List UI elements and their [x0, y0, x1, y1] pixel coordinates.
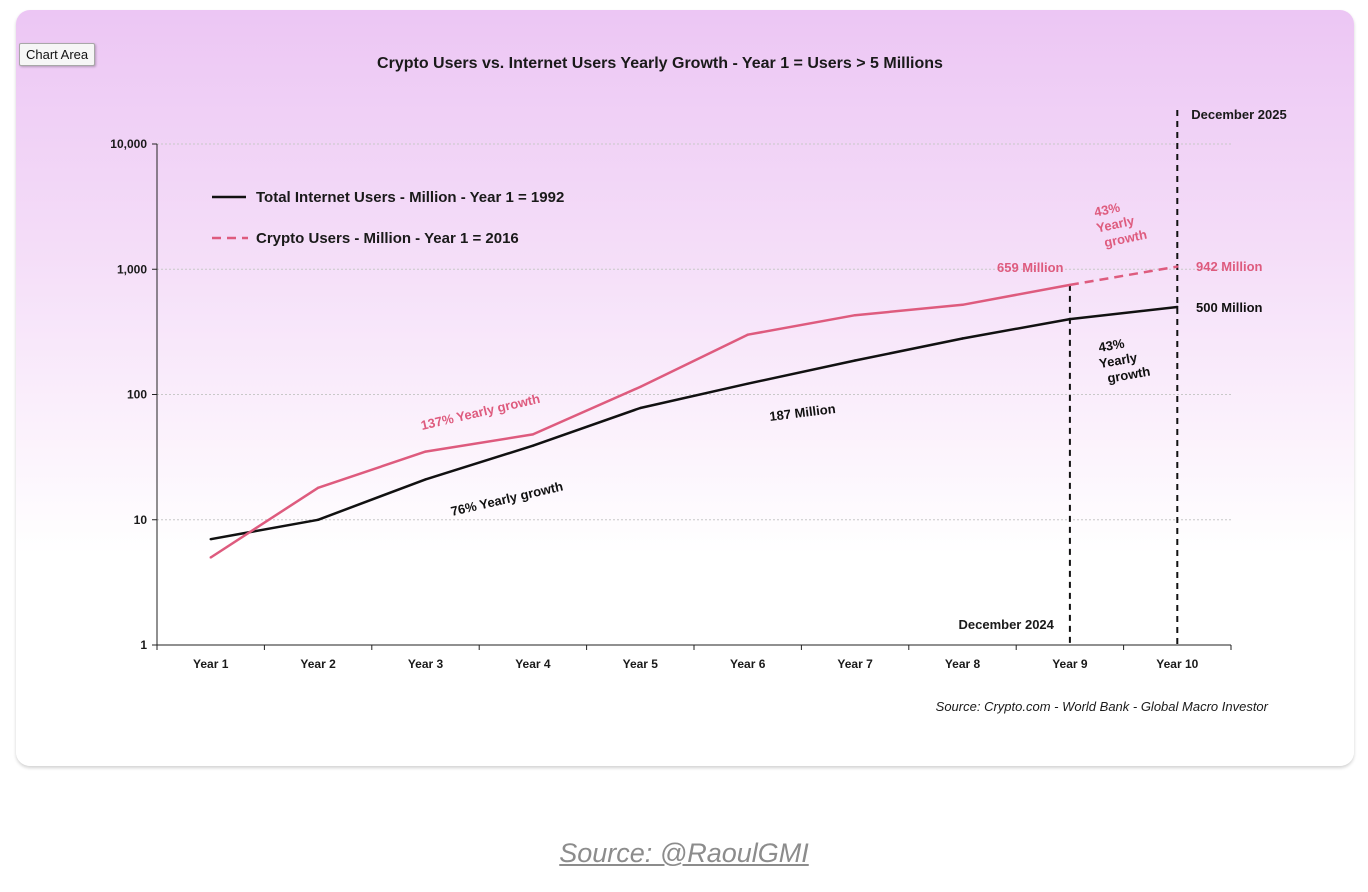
y-tick-label: 10,000: [110, 137, 147, 151]
data-point-internet: [746, 382, 749, 385]
data-point-internet: [1068, 317, 1072, 321]
y-tick-label: 1: [140, 638, 147, 652]
series-line-crypto-projection: [1069, 265, 1178, 287]
chart-source-note: Source: Crypto.com - World Bank - Global…: [936, 699, 1269, 714]
x-tick-label: Year 1: [193, 657, 229, 671]
data-point-internet: [424, 478, 427, 481]
marker-label: December 2024: [958, 617, 1054, 632]
annotation-internet-growth: 76% Yearly growth: [449, 479, 564, 519]
data-point-internet: [316, 518, 320, 521]
data-point-internet: [853, 359, 857, 362]
x-tick-label: Year 4: [515, 657, 551, 671]
data-point-crypto: [853, 313, 857, 317]
data-point-crypto: [746, 333, 749, 336]
data-point-crypto: [1068, 283, 1072, 287]
annotation-659-million: 659 Million: [997, 260, 1064, 275]
data-point-crypto: [961, 303, 964, 307]
annotation-internet-43-line1: 43%: [1097, 336, 1126, 355]
annotation-187-million: 187 Million: [769, 401, 837, 424]
x-tick-label: Year 3: [408, 657, 444, 671]
annotation-internet-43-line3: growth: [1106, 364, 1151, 386]
vertical-markers: December 2024 December 2025: [958, 107, 1287, 645]
annotation-crypto-43-line1: 43%: [1093, 199, 1122, 219]
data-point-internet: [209, 537, 212, 541]
annotation-500-million: 500 Million: [1196, 300, 1263, 315]
data-point-crypto: [1176, 265, 1179, 268]
x-tick-label: Year 6: [730, 657, 766, 671]
data-point-internet: [639, 406, 642, 410]
annotation-crypto-growth: 137% Yearly growth: [419, 391, 541, 433]
series-line-crypto: [210, 283, 1071, 559]
y-tick-label: 10: [134, 513, 148, 527]
series-lines: [209, 265, 1179, 559]
x-tick-label: Year 9: [1052, 657, 1088, 671]
series-line-internet: [210, 305, 1178, 541]
marker-label: December 2025: [1191, 107, 1286, 122]
x-tick-label: Year 8: [945, 657, 981, 671]
legend-label-internet: Total Internet Users - Million - Year 1 …: [256, 189, 564, 206]
axes: 1 10 100 1,000 10,000 Year 1 Year 2 Year 3 Year …: [110, 137, 1232, 671]
annotation-internet-43-line2: Yearly: [1098, 350, 1139, 372]
annotation-942-million: 942 Million: [1196, 259, 1263, 274]
annotation-internet-43-growth: 43% Yearly growth: [1097, 336, 1151, 386]
x-tick-label: Year 7: [837, 657, 873, 671]
x-tick-label: Year 2: [300, 657, 336, 671]
legend: Total Internet Users - Million - Year 1 …: [212, 189, 564, 247]
y-tick-label: 1,000: [117, 262, 147, 276]
y-tick-label: 100: [127, 388, 147, 402]
data-point-crypto: [316, 486, 320, 489]
data-point-crypto: [639, 385, 642, 389]
data-point-internet: [1176, 305, 1179, 309]
annotation-crypto-43-growth: 43% Yearly growth: [1093, 199, 1148, 250]
x-tick-label: Year 10: [1156, 657, 1198, 671]
annotations: 137% Yearly growth 76% Yearly growth 187…: [419, 199, 1263, 519]
x-tick-label: Year 5: [623, 657, 659, 671]
data-point-crypto: [531, 433, 535, 436]
legend-label-crypto: Crypto Users - Million - Year 1 = 2016: [256, 230, 519, 247]
chart-title: Crypto Users vs. Internet Users Yearly G…: [377, 55, 943, 72]
chart-area-tooltip: Chart Area: [19, 43, 96, 66]
source-link[interactable]: Source: @RaoulGMI: [559, 838, 809, 868]
data-point-internet: [531, 444, 535, 447]
data-point-crypto: [209, 556, 212, 559]
data-point-crypto: [424, 450, 427, 453]
chart-card: [16, 10, 1354, 766]
gridlines: [157, 143, 1231, 521]
data-point-internet: [961, 337, 964, 340]
